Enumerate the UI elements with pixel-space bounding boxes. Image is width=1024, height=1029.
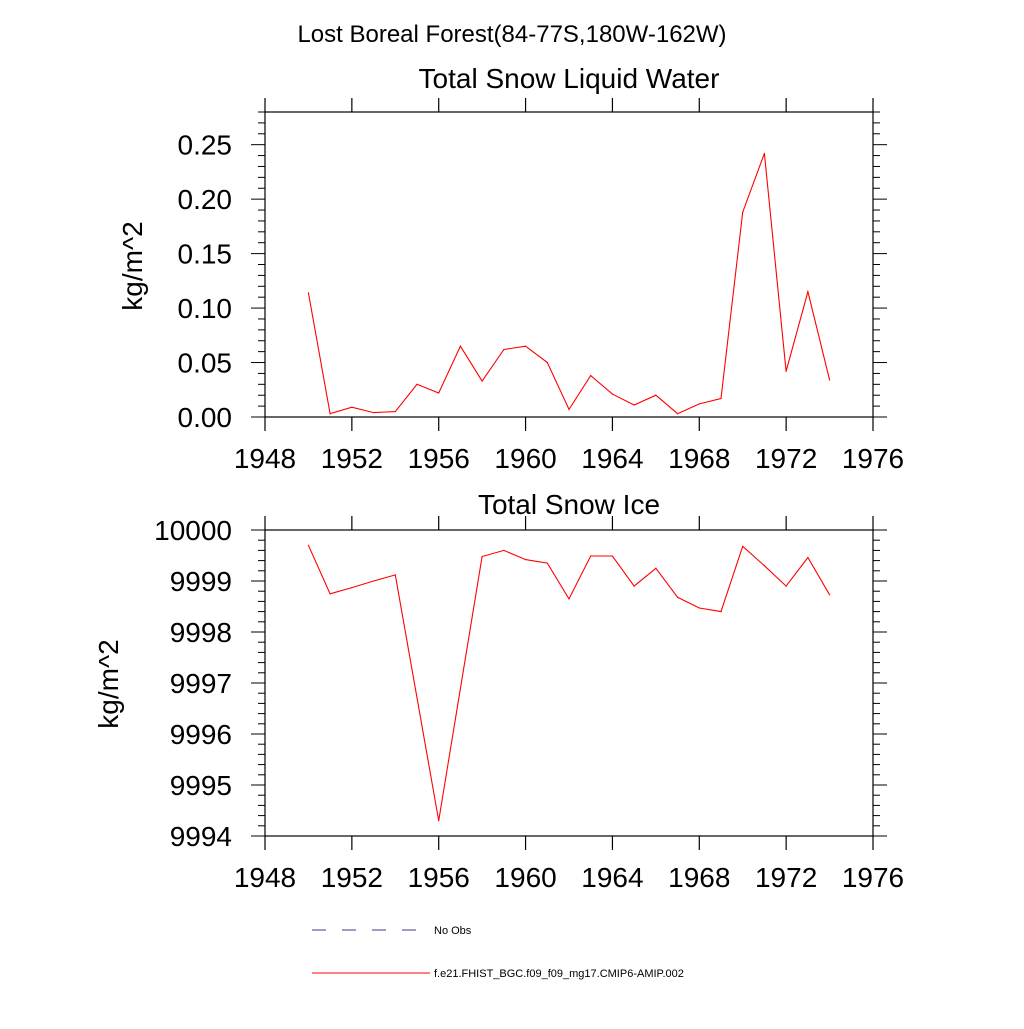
data-point [481, 555, 483, 558]
data-point [394, 410, 396, 413]
plot-frame [264, 111, 874, 418]
data-point [633, 585, 635, 587]
plot-frame [264, 529, 874, 837]
data-point [807, 556, 809, 559]
data-point [351, 406, 353, 408]
data-point [372, 580, 375, 582]
data-point [546, 361, 548, 364]
data-point [351, 587, 353, 589]
data-point [459, 345, 462, 347]
data-point [698, 607, 700, 609]
data-point [503, 549, 505, 552]
data-point [438, 392, 440, 394]
data-point [568, 598, 570, 600]
data-point [372, 412, 375, 414]
y-tick-label: 9998 [170, 617, 232, 648]
data-point [590, 555, 592, 557]
data-point [676, 596, 679, 598]
x-tick-label: 1960 [494, 443, 556, 474]
y-tick-label: 0.10 [178, 293, 233, 324]
y-axis-label: kg/m^2 [93, 639, 124, 728]
data-point [655, 567, 657, 569]
y-tick-label: 9996 [170, 719, 232, 750]
data-point [329, 593, 331, 595]
data-point [503, 348, 505, 351]
data-point [763, 565, 766, 567]
data-point [742, 545, 744, 547]
y-tick-label: 0.00 [178, 402, 233, 433]
data-point [524, 558, 527, 561]
x-tick-label: 1956 [408, 443, 470, 474]
data-point [611, 555, 614, 557]
y-tick-label: 10000 [154, 515, 232, 546]
data-point [785, 585, 787, 587]
y-tick-label: 0.20 [178, 184, 233, 215]
data-point [807, 291, 809, 293]
legend-label-no-obs: No Obs [434, 925, 472, 937]
x-tick-label: 1964 [581, 443, 643, 474]
x-tick-label: 1968 [668, 443, 730, 474]
panel-title: Total Snow Liquid Water [419, 63, 720, 94]
legend-label-model: f.e21.FHIST_BGC.f09_f09_mg17.CMIP6-AMIP.… [434, 968, 684, 980]
data-point [568, 408, 570, 410]
x-tick-label: 1968 [668, 862, 730, 893]
page-title: Lost Boreal Forest(84-77S,180W-162W) [297, 21, 726, 48]
x-tick-label: 1948 [234, 443, 296, 474]
data-point [676, 413, 679, 415]
data-point [329, 413, 331, 415]
panel-snow-liquid-water: Total Snow Liquid Water kg/m^2 1948 1952 1… [117, 63, 904, 474]
data-point [590, 375, 592, 377]
series-line [307, 545, 831, 821]
data-point [416, 383, 418, 385]
data-point [785, 370, 787, 372]
data-point [307, 544, 310, 546]
data-point [546, 562, 548, 564]
x-tick-label: 1976 [842, 443, 904, 474]
series-line [307, 153, 831, 415]
y-tick-label: 9999 [170, 566, 232, 597]
y-tick-label: 0.25 [178, 130, 233, 161]
data-point [763, 152, 766, 154]
x-tick-label: 1972 [755, 862, 817, 893]
data-point [828, 379, 831, 381]
data-point [307, 292, 310, 294]
x-tick-label: 1972 [755, 443, 817, 474]
legend: No Obs f.e21.FHIST_BGC.f09_f09_mg17.CMIP… [312, 925, 684, 980]
data-point [611, 393, 614, 395]
x-tick-label: 1952 [321, 443, 383, 474]
x-tick-label: 1960 [494, 862, 556, 893]
data-point [698, 403, 700, 405]
data-point [438, 820, 440, 822]
y-tick-label: 0.15 [178, 239, 233, 270]
x-tick-label: 1964 [581, 862, 643, 893]
x-tick-label: 1948 [234, 862, 296, 893]
data-point [524, 345, 527, 347]
data-point [655, 394, 657, 396]
y-tick-label: 9995 [170, 770, 232, 801]
x-tick-label: 1952 [321, 862, 383, 893]
data-point [742, 211, 744, 213]
panel-title: Total Snow Ice [478, 489, 660, 520]
data-point [720, 611, 722, 613]
y-tick-label: 9994 [170, 821, 232, 852]
data-point [828, 594, 831, 596]
y-tick-label: 0.05 [178, 348, 233, 379]
data-point [394, 574, 396, 576]
data-point [481, 380, 483, 382]
panel-snow-ice: Total Snow Ice kg/m^2 1948 1952 1956 1960 19… [93, 489, 904, 893]
x-tick-label: 1956 [408, 862, 470, 893]
data-point [633, 404, 635, 406]
y-tick-label: 9997 [170, 668, 232, 699]
data-point [720, 397, 722, 400]
y-axis-label: kg/m^2 [117, 221, 148, 310]
x-tick-label: 1976 [842, 862, 904, 893]
